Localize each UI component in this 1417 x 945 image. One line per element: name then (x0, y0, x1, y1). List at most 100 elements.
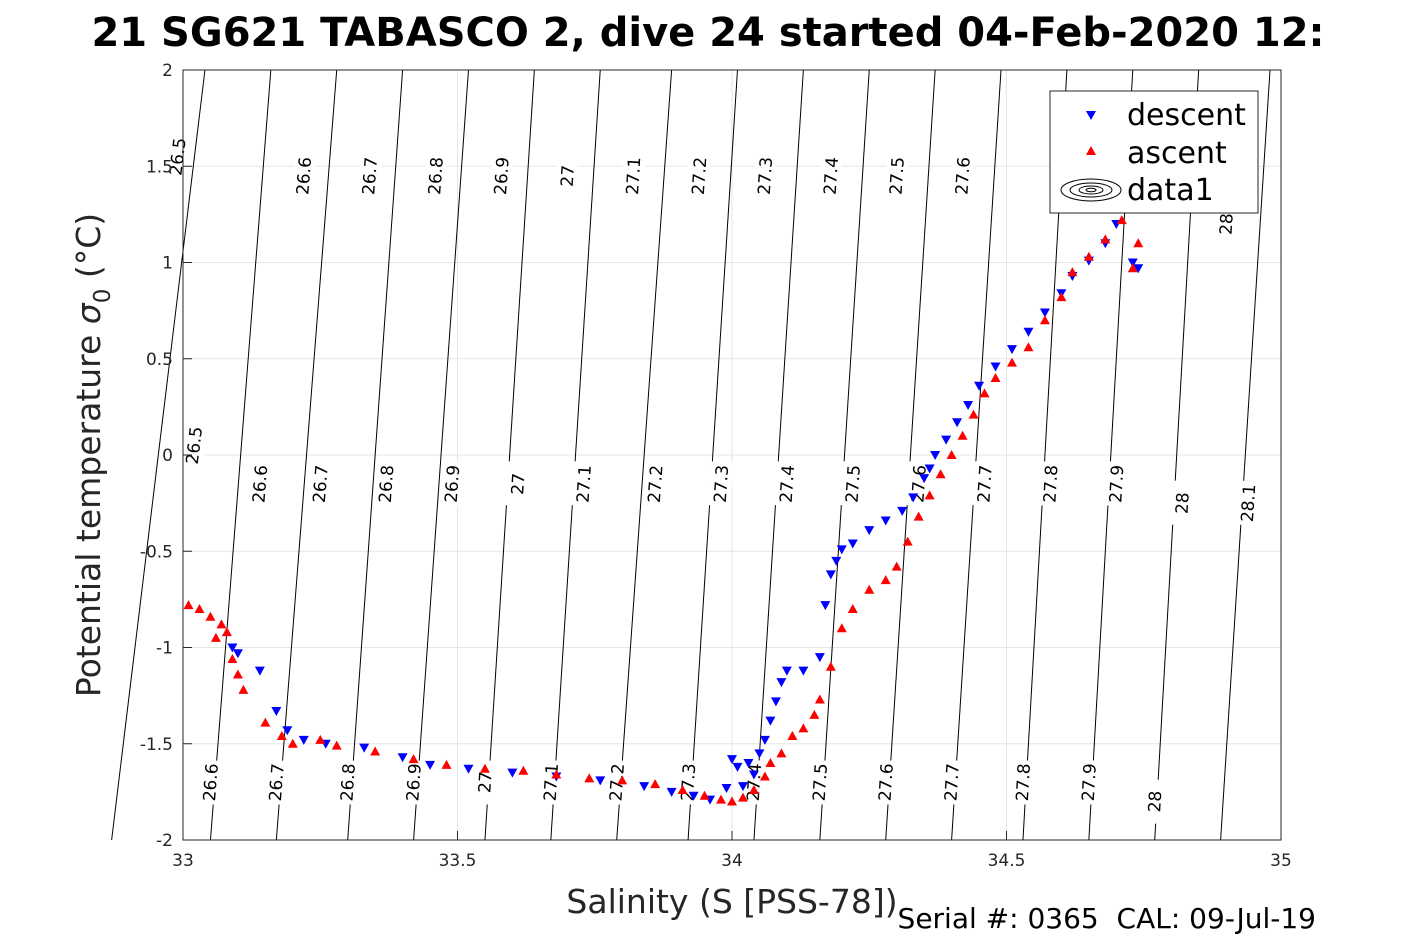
data-point-descent (798, 666, 809, 676)
isopycnal-label: 27.5 (887, 156, 909, 195)
x-tick-label: 33 (172, 851, 194, 871)
isopycnal-label-bg (373, 461, 399, 507)
data-point-ascent (1039, 315, 1050, 325)
isopycnal-label-bg (505, 461, 531, 507)
isopycnal-line (275, 69, 338, 841)
data-point-descent (359, 743, 370, 753)
isopycnal-label-bg (1142, 778, 1167, 825)
data-point-ascent (260, 717, 271, 727)
data-point-ascent (880, 575, 891, 585)
data-point-ascent (1006, 357, 1017, 367)
data-point-ascent (902, 536, 913, 546)
isopycnal-label-bg (307, 461, 333, 507)
data-point-ascent (1056, 292, 1067, 302)
legend-marker-ascent (1086, 146, 1096, 155)
isopycnal-line (753, 69, 804, 841)
data-point-descent (232, 649, 243, 659)
isopycnal-label-bg (423, 153, 449, 199)
data-point-ascent (737, 792, 748, 802)
isopycnal-label-bg (818, 153, 844, 199)
isopycnal-label: 26.9 (403, 763, 426, 802)
isopycnal-label: 26.7 (310, 464, 333, 503)
legend-marker-data1 (1060, 178, 1122, 202)
data-point-descent (990, 362, 1001, 372)
isopycnal-line (347, 69, 404, 841)
isopycnal-line (885, 69, 936, 841)
data-point-ascent (1023, 342, 1034, 352)
data-point-descent (952, 418, 963, 428)
data-point-ascent (677, 784, 688, 794)
isopycnal-line (484, 69, 535, 841)
data-point-ascent (1116, 215, 1127, 225)
data-point-ascent (617, 775, 628, 785)
data-point-ascent (232, 669, 243, 679)
data-point-ascent (183, 600, 194, 610)
legend-marker-descent (1086, 111, 1096, 120)
legend-label-ascent: ascent (1127, 136, 1227, 171)
data-point-ascent (1133, 238, 1144, 248)
data-point-ascent (699, 790, 710, 800)
isopycnal-label-bg (472, 759, 498, 805)
data-point-ascent (479, 763, 490, 773)
isopycnal-label: 27.4 (777, 464, 799, 503)
data-point-ascent (990, 373, 1001, 382)
isopycnal-label-bg (807, 759, 833, 805)
data-point-ascent (238, 684, 249, 694)
isopycnal-label: 26.6 (200, 763, 223, 802)
isopycnal-label-bg (180, 422, 208, 469)
isopycnal-label: 27.8 (1040, 464, 1062, 503)
data-point-descent (397, 753, 408, 763)
data-point-ascent (210, 632, 221, 642)
isopycnal-labels: 26.5 26.5 26.6 26.6 26.6 26.7 26.7 26.7 26.8 26.8… (163, 133, 1261, 825)
series-descent (227, 220, 1144, 805)
isopycnal-label: 26.7 (266, 763, 289, 802)
data-point-descent (507, 768, 518, 778)
isopycnal-line (1220, 69, 1271, 841)
data-point-ascent (825, 661, 836, 671)
data-point-descent (666, 787, 677, 797)
isopycnal-label-bg (247, 461, 273, 507)
data-point-descent (254, 666, 265, 676)
data-point-descent (732, 762, 743, 772)
data-point-descent (781, 666, 792, 676)
data-point-descent (963, 400, 974, 410)
y-axis-label-unit: (°C) (69, 213, 108, 289)
isopycnal-label-bg (774, 461, 800, 507)
isopycnal-label: 28.1 (1238, 484, 1260, 523)
data-point-descent (924, 464, 935, 474)
data-point-ascent (584, 773, 595, 783)
data-point-ascent (776, 748, 787, 758)
data-point-ascent (864, 584, 875, 594)
data-point-ascent (276, 731, 287, 741)
isopycnal-label-bg (884, 153, 910, 199)
data-point-descent (831, 556, 842, 566)
data-point-ascent (968, 409, 979, 419)
data-point-ascent (809, 709, 820, 719)
isopycnal-label: 27.9 (1106, 464, 1128, 503)
isopycnal-label-bg (604, 759, 630, 805)
data-point-descent (974, 381, 985, 391)
isopycnal-label: 27.3 (755, 156, 777, 195)
data-point-descent (298, 735, 309, 745)
data-point-descent (836, 545, 847, 555)
data-point-ascent (765, 758, 776, 767)
y-axis-ticks: -2 -1.5 -1 -0.5 0 0.5 1 1.5 2 (140, 61, 192, 851)
legend: descent ascent data1 (1049, 90, 1259, 214)
y-tick-label: 2 (162, 61, 173, 81)
data-point-ascent (836, 623, 847, 633)
x-tick-label: 34 (721, 851, 743, 871)
data-point-descent (1006, 345, 1017, 355)
data-point-descent (639, 782, 650, 792)
isopycnal-label: 28 (1145, 790, 1166, 813)
data-point-descent (820, 601, 831, 611)
isopycnal-label-bg (741, 759, 767, 805)
isopycnal-contours (111, 69, 1271, 841)
isopycnal-label: 26.5 (183, 425, 207, 465)
data-point-ascent (759, 771, 770, 781)
x-tick-label: 35 (1270, 851, 1292, 871)
isopycnal-label-bg (401, 759, 427, 805)
isopycnal-line (819, 69, 870, 841)
data-point-ascent (441, 759, 452, 769)
isopycnal-label-bg (197, 759, 224, 806)
data-point-ascent (1067, 267, 1078, 277)
